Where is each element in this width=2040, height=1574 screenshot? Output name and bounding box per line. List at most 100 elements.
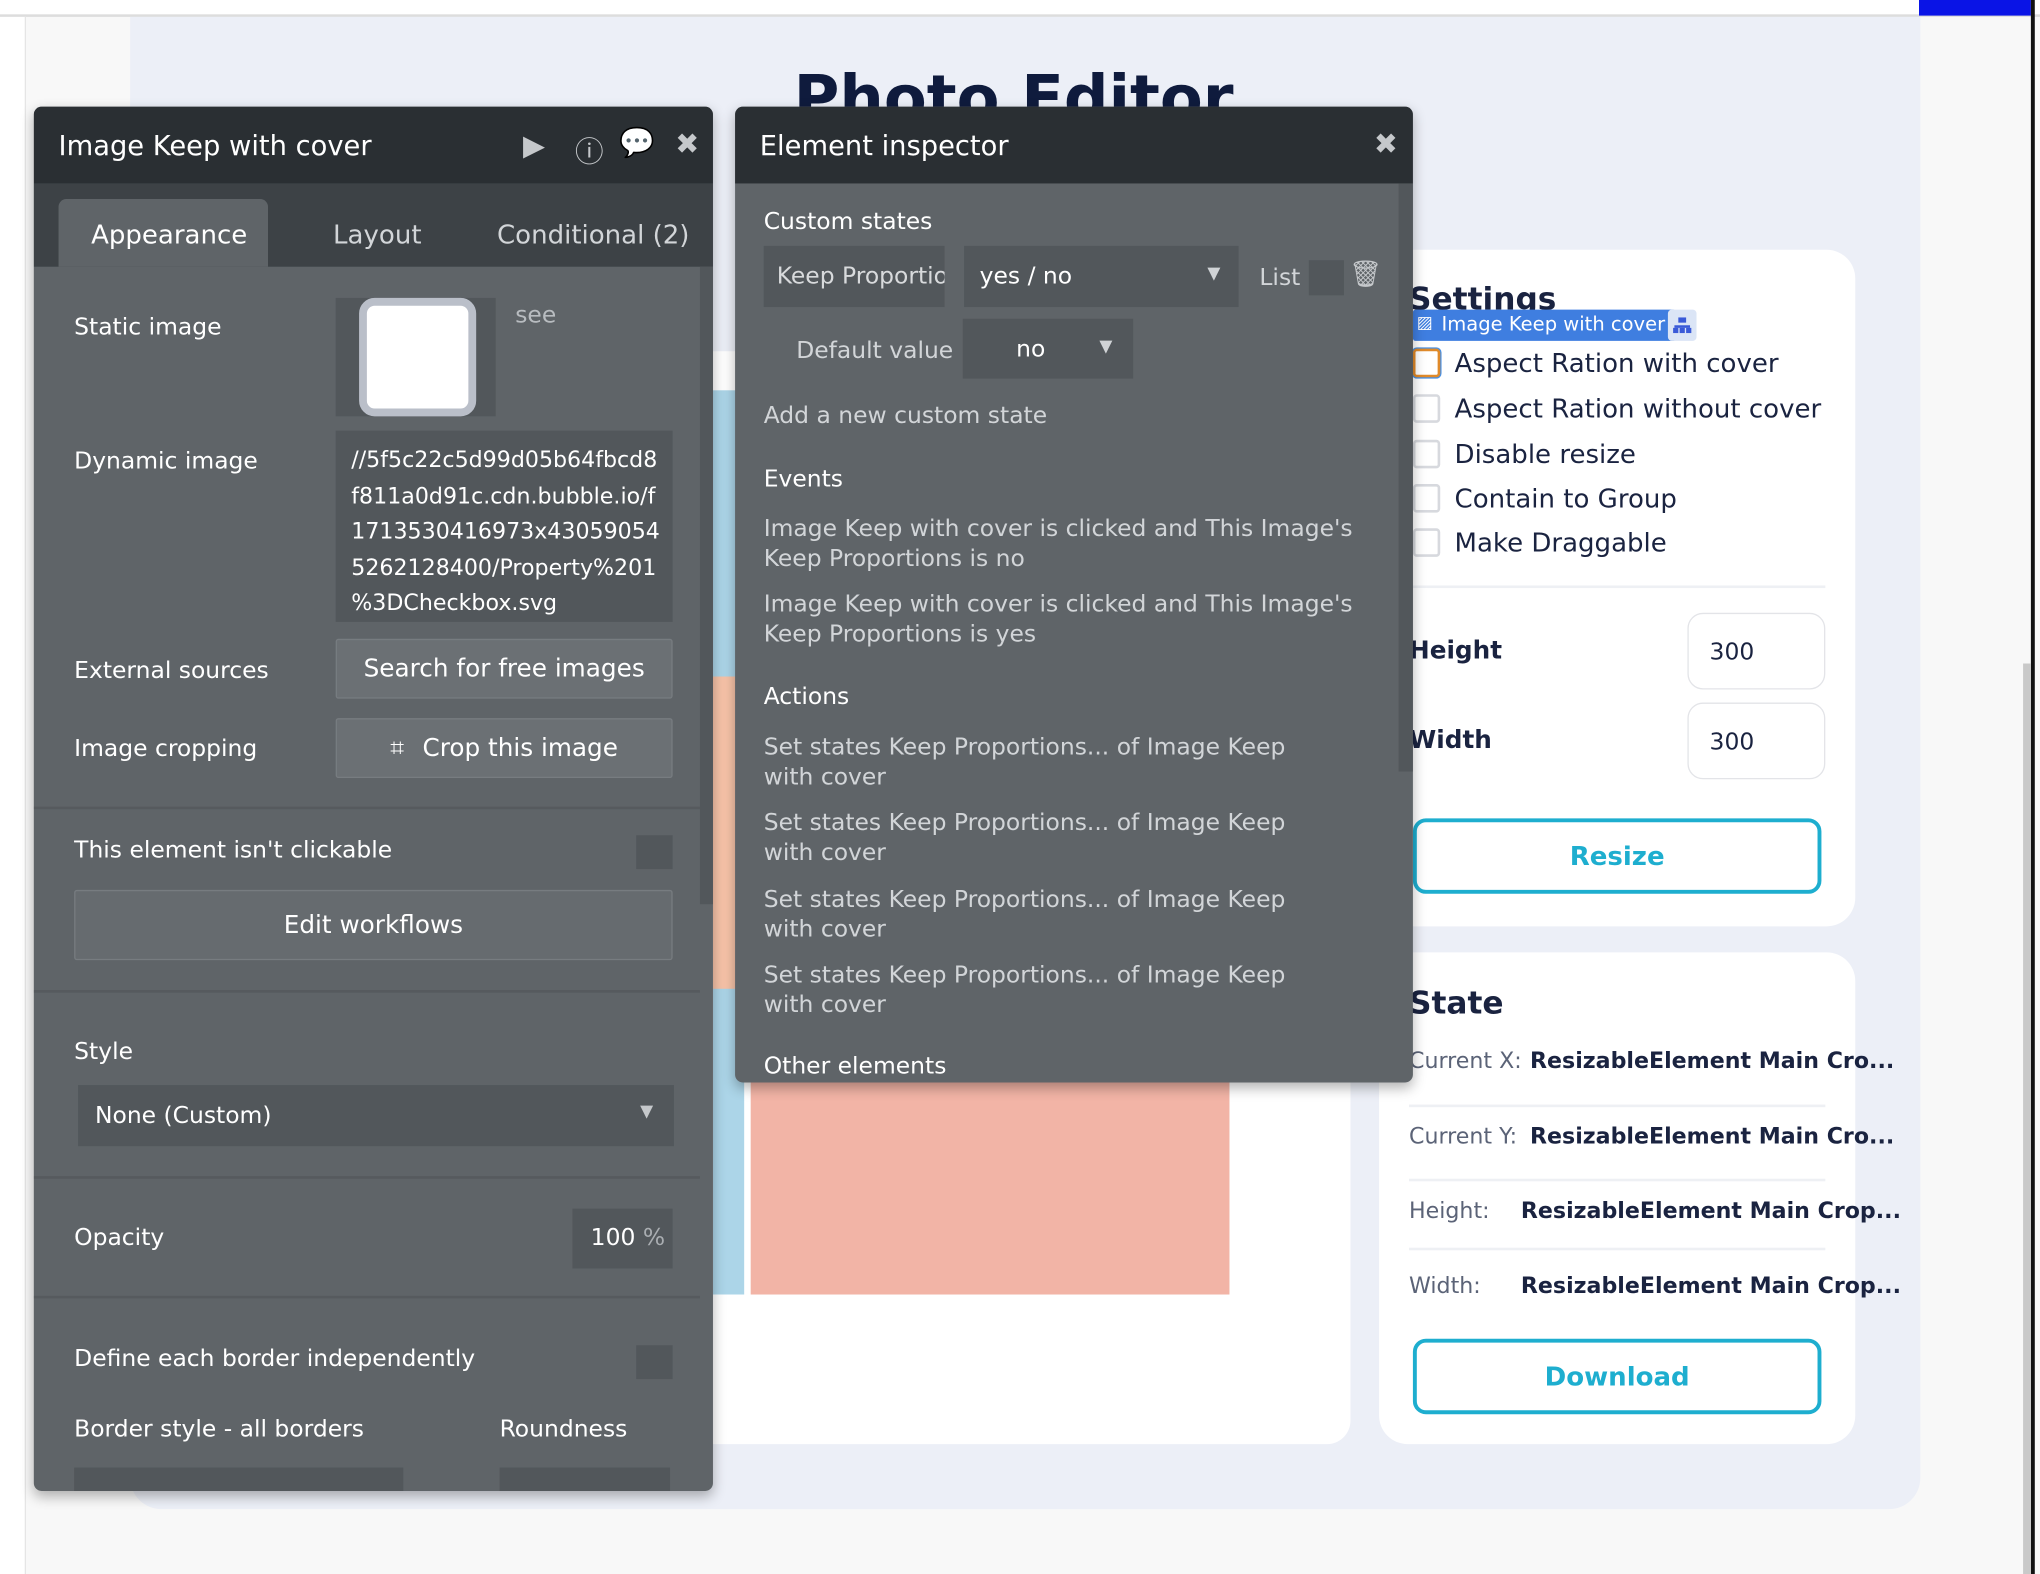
checkbox-contain-to-group[interactable] <box>1412 483 1441 513</box>
option-label: Aspect Ration with cover <box>1454 347 1779 379</box>
panel-scrollbar[interactable] <box>699 266 713 905</box>
panel-header[interactable]: Image Keep with cover <box>33 106 713 184</box>
tab-appearance[interactable] <box>58 199 269 267</box>
info-icon[interactable]: ⓘ <box>575 136 604 170</box>
add-custom-state-link[interactable]: Add a new custom state <box>763 402 1048 430</box>
list-label: List <box>1259 264 1301 292</box>
tab-label: Appearance <box>91 218 248 250</box>
tab-layout[interactable]: Layout <box>333 218 422 250</box>
resize-button[interactable]: Resize <box>1412 818 1822 894</box>
trash-icon[interactable]: 🗑 <box>1349 257 1383 289</box>
roundness-label: Roundness <box>499 1415 628 1443</box>
image-element-salmon[interactable] <box>750 1082 1230 1295</box>
state-type-dropdown[interactable]: yes / no ▼ <box>964 245 1239 308</box>
static-image-label: Static image <box>74 313 222 341</box>
top-bar <box>0 0 2040 17</box>
top-right-button[interactable] <box>1919 0 2031 16</box>
inspector-title: Element inspector <box>759 130 1009 162</box>
actions-label: Actions <box>763 683 850 711</box>
style-label: Style <box>74 1038 133 1066</box>
download-button[interactable]: Download <box>1412 1338 1822 1415</box>
divider <box>33 806 700 810</box>
option-label: Disable resize <box>1454 438 1636 470</box>
action-link[interactable]: Set states Keep Proportions... of Image … <box>763 961 1286 1019</box>
state-name-input[interactable]: Keep Proportio <box>763 245 945 308</box>
state-row: Height: ResizableElement Main Crop... <box>1409 1198 1901 1225</box>
checkbox-make-draggable[interactable] <box>1412 528 1441 557</box>
list-checkbox[interactable] <box>1308 260 1344 296</box>
border-independent-label: Define each border independently <box>74 1345 476 1373</box>
other-elements-label: Other elements <box>763 1052 947 1080</box>
play-icon[interactable]: ▶ <box>523 130 546 163</box>
crop-icon: ⌗ <box>390 733 405 763</box>
state-heading: State <box>1409 984 1504 1022</box>
chevron-down-icon: ▼ <box>1207 264 1221 284</box>
opacity-input[interactable]: 100 % <box>572 1208 673 1269</box>
crop-image-button[interactable]: ⌗ Crop this image <box>335 718 673 779</box>
image-icon: ▨ <box>1416 313 1433 334</box>
border-style-dropdown[interactable] <box>74 1467 404 1491</box>
hierarchy-icon[interactable] <box>1667 309 1697 341</box>
not-clickable-checkbox[interactable] <box>636 835 673 870</box>
divider <box>1409 1178 1826 1182</box>
see-link[interactable]: see <box>515 301 557 330</box>
divider <box>1409 1104 1826 1108</box>
tab-conditional[interactable]: Conditional (2) <box>496 218 690 250</box>
close-icon[interactable]: ✖ <box>675 128 700 162</box>
custom-states-label: Custom states <box>763 208 933 236</box>
close-icon[interactable]: ✖ <box>1373 128 1398 162</box>
event-link[interactable]: Image Keep with cover is clicked and Thi… <box>763 590 1353 648</box>
settings-card <box>1379 249 1856 927</box>
border-independent-checkbox[interactable] <box>636 1345 673 1380</box>
border-style-label: Border style - all borders <box>74 1415 364 1443</box>
element-inspector-panel: Element inspector ✖ Custom states Keep P… <box>735 106 1413 1083</box>
inspector-header[interactable]: Element inspector <box>735 106 1413 184</box>
height-label: Height <box>1409 636 1503 665</box>
edit-workflows-button[interactable]: Edit workflows <box>74 889 673 961</box>
action-link[interactable]: Set states Keep Proportions... of Image … <box>763 885 1286 944</box>
height-input[interactable]: 300 <box>1687 612 1826 690</box>
divider <box>33 1176 700 1179</box>
window-edge <box>2030 0 2035 1574</box>
state-row: Current X: ResizableElement Main Cro... <box>1409 1048 1895 1075</box>
dynamic-image-field[interactable]: //5f5c22c5d99d05b64fbcd8 f811a0d91c.cdn.… <box>335 430 673 622</box>
page-scrollbar[interactable] <box>2023 663 2031 1574</box>
panel-title: Image Keep with cover <box>58 130 372 162</box>
divider <box>1409 585 1826 589</box>
external-sources-label: External sources <box>74 657 269 685</box>
action-link[interactable]: Set states Keep Proportions... of Image … <box>763 809 1286 867</box>
image-thumbnail <box>359 297 477 417</box>
divider <box>33 990 700 993</box>
crop-label: Crop this image <box>422 733 618 763</box>
static-image-uploader[interactable] <box>335 297 496 417</box>
divider <box>1409 1247 1826 1251</box>
default-value-dropdown[interactable]: no ▼ <box>962 318 1134 379</box>
option-label: Contain to Group <box>1454 482 1677 514</box>
option-label: Aspect Ration without cover <box>1454 392 1822 425</box>
event-link[interactable]: Image Keep with cover is clicked and Thi… <box>763 515 1353 573</box>
opacity-label: Opacity <box>74 1224 165 1252</box>
default-value-label: Default value <box>796 336 954 365</box>
dynamic-image-label: Dynamic image <box>74 447 258 475</box>
width-label: Width <box>1409 725 1492 755</box>
checkbox-disable-resize[interactable] <box>1412 439 1441 469</box>
style-dropdown[interactable]: None (Custom) ▼ <box>78 1085 674 1147</box>
image-cropping-label: Image cropping <box>74 735 258 763</box>
divider <box>33 1295 700 1299</box>
events-label: Events <box>763 465 843 494</box>
property-editor-panel: Image Keep with cover ▶ ⓘ 💬 ✖ Appearance… <box>33 106 713 1491</box>
comment-icon[interactable]: 💬 <box>619 127 655 161</box>
search-free-images-button[interactable]: Search for free images <box>335 638 673 699</box>
roundness-input[interactable] <box>499 1467 671 1491</box>
state-row: Current Y: ResizableElement Main Cro... <box>1409 1124 1895 1151</box>
checkbox-aspect-with-cover[interactable] <box>1412 348 1441 378</box>
style-value: None (Custom) <box>94 1101 272 1130</box>
left-sidebar <box>0 16 27 1574</box>
checkbox-aspect-without-cover[interactable] <box>1412 394 1441 423</box>
inspector-scrollbar[interactable] <box>1398 183 1413 772</box>
width-input[interactable]: 300 <box>1687 702 1826 780</box>
selected-element-tag[interactable]: ▨ Image Keep with cover <box>1412 309 1676 341</box>
chevron-down-icon: ▼ <box>1099 336 1113 357</box>
state-row: Width: ResizableElement Main Crop... <box>1409 1273 1901 1300</box>
action-link[interactable]: Set states Keep Proportions... of Image … <box>763 733 1286 792</box>
